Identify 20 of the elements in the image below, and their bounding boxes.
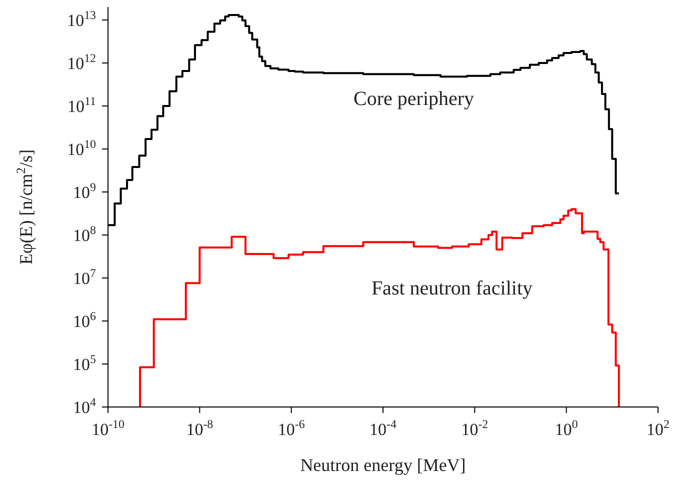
y-tick-label: 10$^{7}$: [73, 266, 96, 288]
x-tick-label: 10$^{0}$: [554, 417, 578, 439]
x-tick-label: 10$^{2}$: [646, 417, 670, 439]
y-tick-label: 10$^{9}$: [73, 180, 96, 202]
x-tick-label: 10$^{-6}$: [278, 417, 305, 439]
y-tick-label: 10$^{12}$: [67, 50, 96, 73]
x-axis-title: Neutron energy [MeV]: [300, 455, 466, 475]
series-label: Fast neutron facility: [371, 277, 533, 300]
y-tick-label: 10$^{8}$: [73, 222, 96, 245]
series-label: Core periphery: [354, 88, 474, 110]
y-tick-label: 10$^{5}$: [73, 352, 96, 374]
x-tick-label: 10$^{-4}$: [370, 417, 397, 439]
y-tick-label: 10$^{11}$: [68, 94, 96, 116]
x-tick-label: 10$^{-8}$: [186, 417, 214, 439]
y-tick-label: 10$^{13}$: [67, 8, 96, 30]
y-tick-label: 10$^{4}$: [73, 395, 96, 417]
y-tick-label: 10$^{10}$: [67, 136, 96, 159]
x-tick-label: 10$^{-2}$: [461, 417, 488, 439]
y-tick-label: 10$^{6}$: [73, 308, 96, 331]
x-tick-label: 10$^{-10}$: [92, 417, 124, 439]
